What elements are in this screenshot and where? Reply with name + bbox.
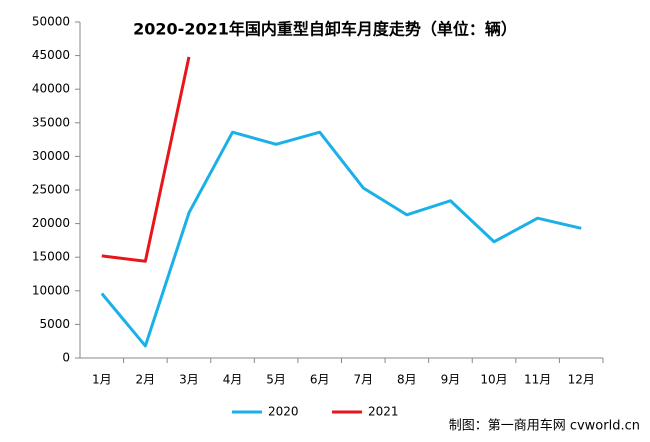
y-tick-label: 30000	[32, 149, 70, 163]
y-tick-label: 20000	[32, 216, 70, 230]
y-tick-label: 25000	[32, 183, 70, 197]
x-tick-label: 5月	[266, 373, 286, 387]
x-tick-label: 4月	[223, 373, 243, 387]
y-tick-label: 50000	[32, 15, 70, 29]
x-tick-label: 7月	[353, 373, 373, 387]
x-tick-label: 6月	[310, 373, 330, 387]
source-note: 制图：第一商用车网 cvworld.cn	[449, 418, 640, 434]
x-tick-label: 8月	[397, 373, 417, 387]
x-tick-label: 3月	[179, 373, 199, 387]
series-line	[101, 56, 191, 263]
x-tick-label: 9月	[441, 373, 461, 387]
y-tick-label: 45000	[32, 48, 70, 62]
y-tick-label: 35000	[32, 115, 70, 129]
x-tick-label: 12月	[568, 373, 595, 387]
x-tick-label: 10月	[480, 373, 507, 387]
x-tick-label: 2月	[136, 373, 156, 387]
y-tick-label: 5000	[39, 317, 70, 331]
series-line	[100, 130, 582, 348]
legend-label: 2020	[268, 405, 299, 419]
y-tick-label: 10000	[32, 283, 70, 297]
x-tick-label: 11月	[524, 373, 551, 387]
x-tick-label: 1月	[92, 373, 112, 387]
y-tick-label: 40000	[32, 82, 70, 96]
legend-label: 2021	[368, 405, 399, 419]
chart-title: 2020-2021年国内重型自卸车月度走势（单位：辆）	[133, 20, 517, 39]
y-tick-label: 15000	[32, 250, 70, 264]
y-tick-label: 0	[62, 351, 70, 365]
